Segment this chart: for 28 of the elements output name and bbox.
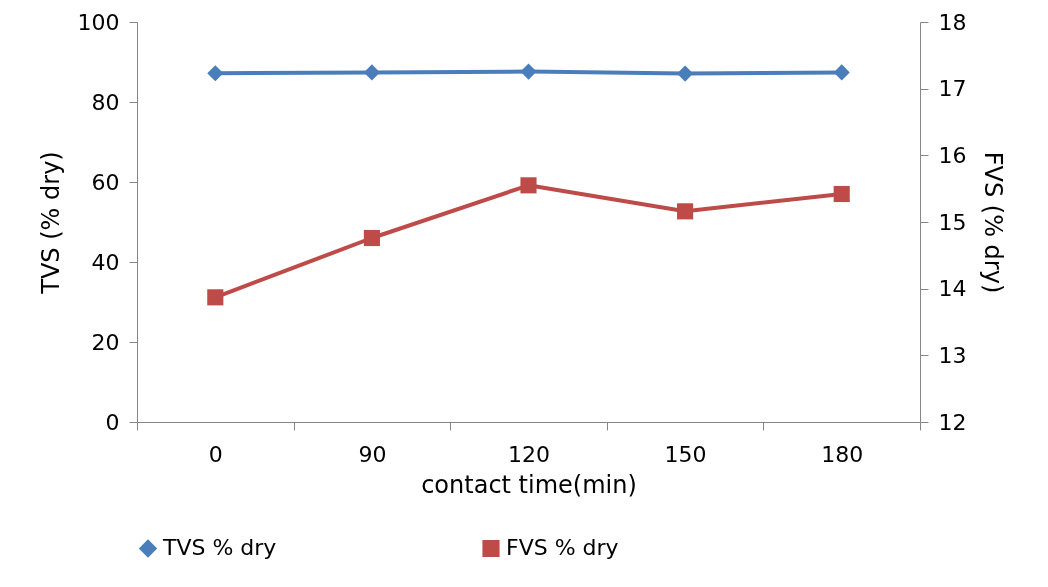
point <box>833 185 850 203</box>
y-tick-label: 0 <box>105 409 120 435</box>
y-tick-label: 80 <box>91 89 120 115</box>
y2-tick-label: 16 <box>938 142 967 168</box>
point <box>520 177 537 194</box>
x-tick-label: 90 <box>358 441 387 467</box>
x-tick-label: 180 <box>821 441 864 467</box>
y2-tick-label: 14 <box>938 276 967 302</box>
x-tick-label: 150 <box>664 441 707 467</box>
point <box>677 203 694 220</box>
y-tick-label: 60 <box>91 169 120 195</box>
y2-tick-label: 17 <box>938 76 967 102</box>
y-tick-label: 100 <box>77 9 120 35</box>
x-axis-title: contact time(min) <box>421 470 637 499</box>
y2-tick-label: 13 <box>938 342 967 368</box>
y-tick-label: 20 <box>91 329 120 355</box>
point <box>363 229 380 247</box>
y-tick-label: 40 <box>91 249 120 275</box>
y2-axis-title: FVS (% dry) <box>979 151 1008 294</box>
legend-label: TVS % dry <box>162 535 277 561</box>
x-tick-label: 0 <box>208 441 223 467</box>
y-axis-title: TVS (% dry) <box>36 151 65 295</box>
legend-label: FVS % dry <box>506 535 619 561</box>
point <box>207 289 224 306</box>
y2-tick-label: 18 <box>938 9 967 35</box>
y2-tick-label: 15 <box>938 209 967 235</box>
y2-tick-label: 12 <box>938 409 967 435</box>
x-tick-label: 120 <box>508 441 550 467</box>
